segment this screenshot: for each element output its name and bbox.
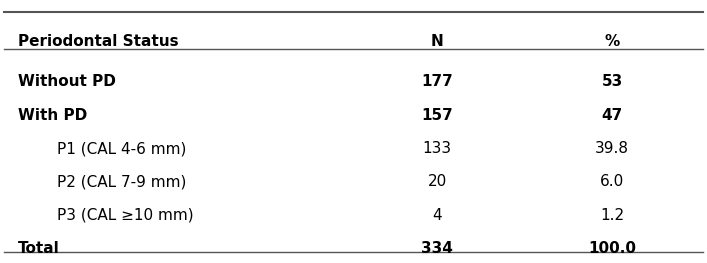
Text: 157: 157 (421, 108, 453, 123)
Text: N: N (431, 34, 444, 49)
Text: Without PD: Without PD (18, 74, 116, 89)
Text: %: % (604, 34, 619, 49)
Text: 177: 177 (421, 74, 453, 89)
Text: P3 (CAL ≥10 mm): P3 (CAL ≥10 mm) (57, 208, 193, 223)
Text: P1 (CAL 4-6 mm): P1 (CAL 4-6 mm) (57, 141, 186, 156)
Text: 47: 47 (602, 108, 623, 123)
Text: 4: 4 (433, 208, 442, 223)
Text: P2 (CAL 7-9 mm): P2 (CAL 7-9 mm) (57, 174, 186, 189)
Text: With PD: With PD (18, 108, 88, 123)
Text: 39.8: 39.8 (595, 141, 629, 156)
Text: 334: 334 (421, 241, 453, 256)
Text: 133: 133 (423, 141, 452, 156)
Text: Total: Total (18, 241, 60, 256)
Text: 100.0: 100.0 (588, 241, 636, 256)
Text: 20: 20 (428, 174, 447, 189)
Text: Periodontal Status: Periodontal Status (18, 34, 179, 49)
Text: 6.0: 6.0 (600, 174, 624, 189)
Text: 53: 53 (602, 74, 623, 89)
Text: 1.2: 1.2 (600, 208, 624, 223)
